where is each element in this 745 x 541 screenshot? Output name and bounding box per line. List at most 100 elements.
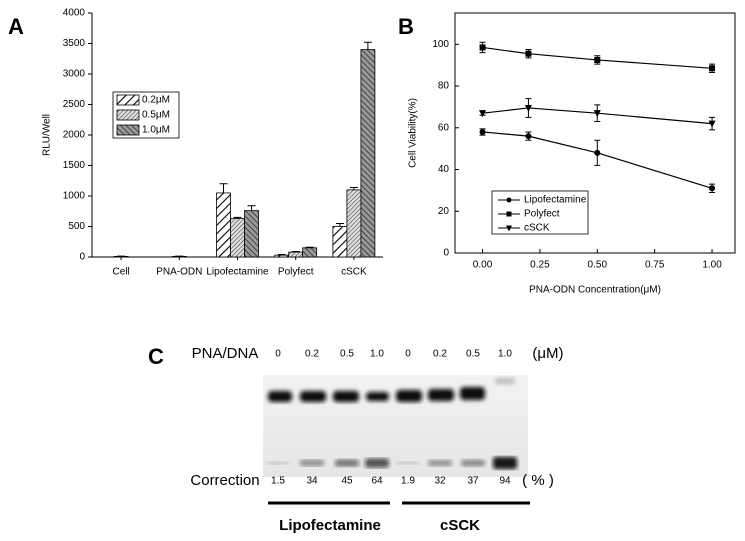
- bar: [332, 226, 348, 258]
- correction-value: 1.5: [271, 476, 285, 487]
- correction-label: Correction: [190, 472, 259, 489]
- bar: [244, 210, 259, 258]
- y-tick-label: 0: [443, 248, 449, 259]
- legend-swatch: [116, 109, 140, 121]
- x-tick-label: Cell: [112, 267, 129, 278]
- lane-label: 0.2: [305, 349, 319, 360]
- y-tick-label: 100: [432, 39, 449, 50]
- marker: [479, 110, 487, 118]
- x-tick-label: 0.50: [588, 260, 608, 271]
- corrected-band: [461, 459, 485, 467]
- x-tick-label: 1.00: [702, 260, 722, 271]
- x-tick-label: 0.00: [473, 260, 493, 271]
- corrected-band: [335, 459, 359, 467]
- marker: [593, 110, 601, 118]
- correction-value: 37: [467, 476, 479, 487]
- correction-value: 34: [306, 476, 318, 487]
- marker: [524, 104, 532, 112]
- legend-swatch: [116, 94, 140, 106]
- y-tick-label: 80: [438, 81, 450, 92]
- y-tick-label: 2000: [63, 130, 86, 141]
- corrected-band: [300, 459, 324, 467]
- lane-label: 0.2: [433, 349, 447, 360]
- corrected-band: [365, 458, 389, 468]
- legend-label: 0.5μM: [142, 110, 170, 121]
- lane-label: 0.5: [466, 349, 480, 360]
- error-bar: [335, 222, 344, 227]
- lane-label: 0.5: [340, 349, 354, 360]
- corrected-band: [428, 459, 452, 467]
- x-tick-label: 0.25: [530, 260, 550, 271]
- legend-label: Polyfect: [524, 209, 560, 220]
- marker: [506, 225, 512, 232]
- error-bar: [349, 186, 358, 190]
- bar: [230, 218, 245, 258]
- x-tick-label: 0.75: [645, 260, 665, 271]
- group-label: Lipofectamine: [279, 517, 381, 534]
- series-line: [482, 131, 713, 189]
- y-tick-label: 1000: [63, 191, 86, 202]
- series-line: [482, 46, 713, 69]
- lane-label: 0: [405, 349, 411, 360]
- lane-label: 1.0: [370, 349, 384, 360]
- y-tick-label: 500: [68, 221, 85, 232]
- lane-label: 1.0: [498, 349, 512, 360]
- error-bar: [219, 183, 228, 193]
- marker: [506, 197, 512, 203]
- correction-value: 45: [341, 476, 353, 487]
- series-line: [482, 107, 713, 125]
- correction-value: 94: [499, 476, 511, 487]
- bar: [274, 254, 290, 258]
- marker: [506, 211, 512, 217]
- group-label: cSCK: [440, 517, 480, 534]
- bar: [216, 192, 231, 258]
- legend-label: cSCK: [524, 223, 550, 234]
- panel-label: B: [398, 14, 414, 39]
- error-bar: [291, 251, 300, 253]
- error-bar: [233, 216, 242, 219]
- legend-swatch: [116, 124, 140, 136]
- x-tick-label: cSCK: [341, 267, 367, 278]
- y-tick-label: 0: [79, 252, 85, 263]
- gel-unit: (μM): [532, 345, 563, 362]
- y-tick-label: 4000: [63, 8, 86, 19]
- error-bar: [363, 41, 372, 50]
- marker: [594, 149, 601, 156]
- corrected-band: [266, 461, 290, 465]
- y-tick-label: 3000: [63, 69, 86, 80]
- corrected-band: [396, 461, 420, 465]
- panel-label: C: [148, 344, 164, 369]
- marker: [594, 56, 601, 63]
- marker: [479, 44, 486, 51]
- correction-value: 32: [434, 476, 446, 487]
- correction-unit: ( % ): [522, 472, 554, 489]
- x-tick-label: Polyfect: [278, 267, 314, 278]
- marker: [709, 185, 716, 192]
- y-tick-label: 2500: [63, 99, 86, 110]
- legend-box: [491, 190, 589, 235]
- corrected-band: [493, 456, 517, 470]
- correction-value: 64: [371, 476, 383, 487]
- plot-frame: [454, 12, 736, 254]
- error-bar: [277, 254, 286, 256]
- bar: [346, 189, 362, 258]
- bar: [288, 251, 304, 258]
- y-tick-label: 1500: [63, 160, 86, 171]
- x-axis-label: PNA-ODN Concentration(μM): [529, 285, 661, 296]
- correction-value: 1.9: [401, 476, 415, 487]
- y-tick-label: 20: [438, 206, 450, 217]
- marker: [525, 133, 532, 140]
- bar: [302, 247, 318, 258]
- x-tick-label: Lipofectamine: [206, 267, 269, 278]
- gel-image: [263, 375, 528, 477]
- gel-header: PNA/DNA: [192, 345, 259, 362]
- marker: [479, 128, 486, 135]
- y-tick-label: 60: [438, 122, 450, 133]
- marker: [709, 65, 716, 72]
- legend-label: Lipofectamine: [524, 195, 587, 206]
- panel-label: A: [8, 14, 24, 39]
- error-bar: [247, 205, 256, 211]
- y-axis-label: RLU/Well: [42, 114, 53, 156]
